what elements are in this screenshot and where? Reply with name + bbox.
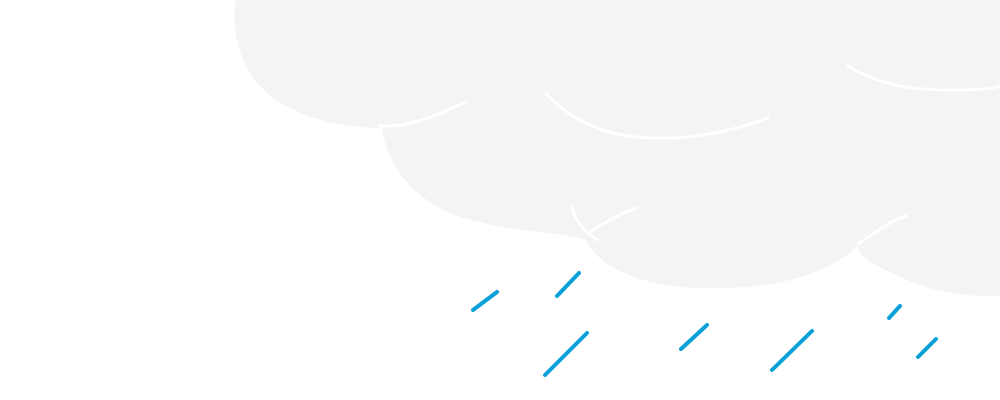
cloud-curve-5 xyxy=(588,206,638,234)
cloud-curve-1 xyxy=(378,100,468,128)
cloud-curve-6 xyxy=(856,214,908,246)
cloud-outline-details xyxy=(378,64,1000,246)
cloud-curve-4 xyxy=(570,206,600,242)
rain-drop xyxy=(770,329,814,372)
rain-drop xyxy=(916,337,938,359)
cloud xyxy=(234,0,1000,297)
cloud-shape xyxy=(234,0,1000,297)
rain-drop xyxy=(679,323,709,351)
rain-drop xyxy=(887,304,902,320)
rain-drop xyxy=(555,271,581,298)
rain-drop xyxy=(471,290,499,312)
rain-drops xyxy=(471,271,938,377)
rain-drop xyxy=(543,331,589,377)
cloud-curve-3 xyxy=(846,64,1000,92)
cloud-curve-2 xyxy=(544,92,770,140)
